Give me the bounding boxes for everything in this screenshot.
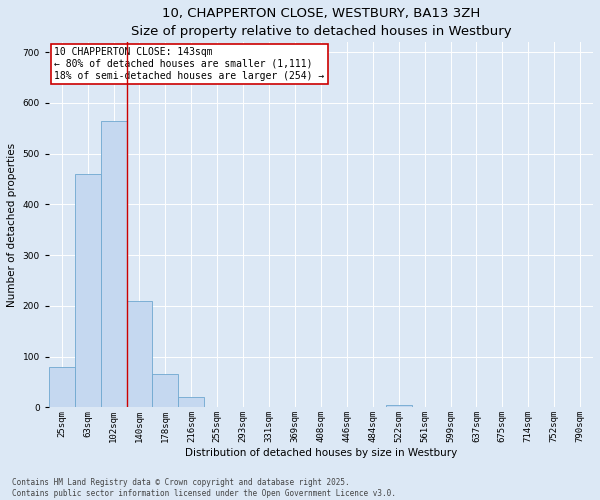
- Bar: [386, 405, 412, 407]
- Bar: [178, 398, 204, 407]
- X-axis label: Distribution of detached houses by size in Westbury: Distribution of detached houses by size …: [185, 448, 457, 458]
- Title: 10, CHAPPERTON CLOSE, WESTBURY, BA13 3ZH
Size of property relative to detached h: 10, CHAPPERTON CLOSE, WESTBURY, BA13 3ZH…: [131, 7, 511, 38]
- Text: 10 CHAPPERTON CLOSE: 143sqm
← 80% of detached houses are smaller (1,111)
18% of : 10 CHAPPERTON CLOSE: 143sqm ← 80% of det…: [54, 48, 325, 80]
- Text: Contains HM Land Registry data © Crown copyright and database right 2025.
Contai: Contains HM Land Registry data © Crown c…: [12, 478, 396, 498]
- Bar: [101, 120, 127, 408]
- Bar: [152, 374, 178, 408]
- Bar: [127, 301, 152, 408]
- Y-axis label: Number of detached properties: Number of detached properties: [7, 142, 17, 306]
- Bar: [74, 174, 101, 408]
- Bar: [49, 367, 74, 408]
